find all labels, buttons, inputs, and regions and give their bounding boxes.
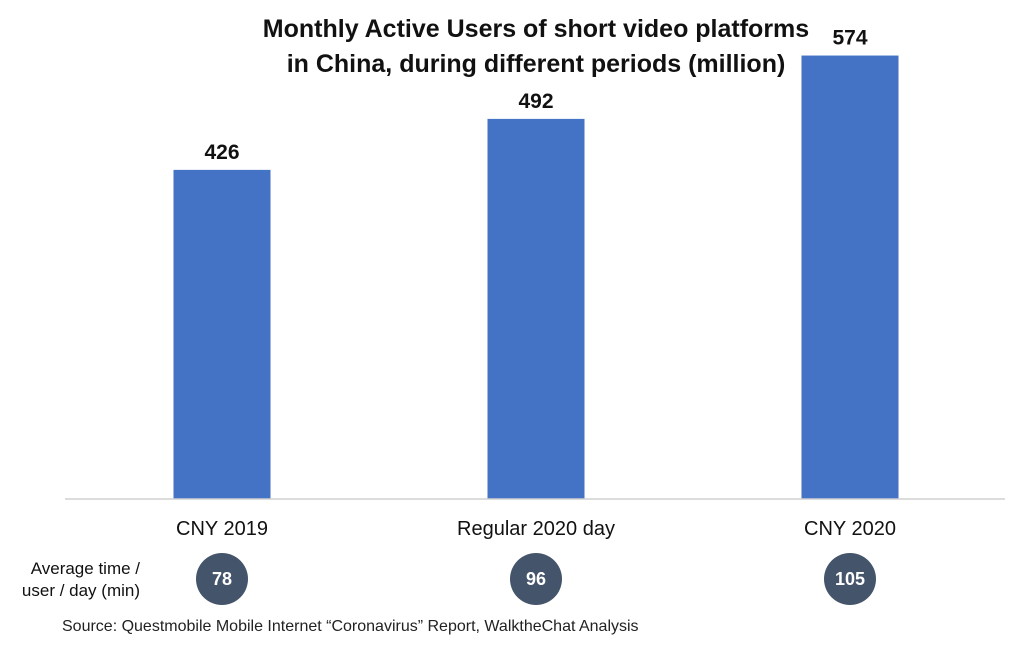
category-label-3: CNY 2020: [804, 518, 896, 540]
average-time-value-3: 105: [835, 569, 865, 589]
bar-3: [801, 55, 899, 500]
bars-group: [173, 55, 899, 500]
chart-title-line-1: Monthly Active Users of short video plat…: [263, 15, 809, 43]
average-time-badge-1: [196, 553, 248, 605]
chart-title: Monthly Active Users of short video plat…: [263, 15, 809, 78]
category-label-1: CNY 2019: [176, 518, 268, 540]
source-note: Source: Questmobile Mobile Internet “Cor…: [62, 618, 639, 635]
average-time-badges-group: 78 96 105: [196, 553, 876, 605]
data-labels-group: 426 492 574: [204, 27, 867, 164]
category-labels-group: CNY 2019 Regular 2020 day CNY 2020: [176, 518, 896, 540]
average-time-badge-2: [510, 553, 562, 605]
data-label-2: 492: [518, 90, 553, 113]
average-time-label-line-2: user / day (min): [22, 581, 140, 600]
average-time-value-2: 96: [526, 569, 546, 589]
chart-title-line-2: in China, during different periods (mill…: [287, 50, 786, 78]
data-label-3: 574: [832, 27, 867, 50]
average-time-label: Average time / user / day (min): [22, 559, 140, 600]
average-time-label-line-1: Average time /: [31, 559, 141, 578]
category-label-2: Regular 2020 day: [457, 518, 615, 540]
average-time-badge-3: [824, 553, 876, 605]
bar-2: [487, 118, 585, 499]
average-time-value-1: 78: [212, 569, 232, 589]
bar-1: [173, 169, 271, 499]
data-label-1: 426: [204, 141, 239, 164]
